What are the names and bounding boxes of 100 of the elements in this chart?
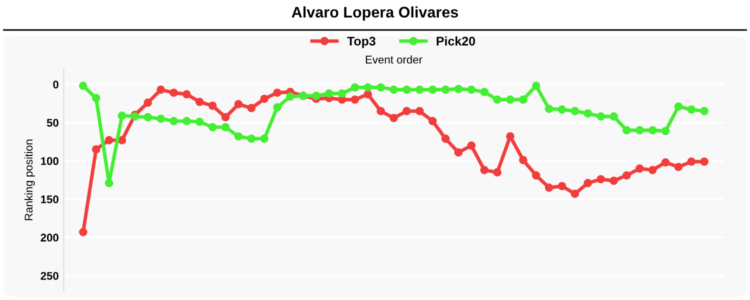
point <box>144 113 152 122</box>
point <box>104 136 114 144</box>
point <box>170 116 178 126</box>
x-axis-title: Event order <box>366 55 422 64</box>
y-tick-label: 200 <box>40 234 58 242</box>
chart-title: Alvaro Lopera Olivares <box>292 6 458 21</box>
point <box>584 109 592 118</box>
point <box>221 113 230 122</box>
point <box>78 82 88 90</box>
point <box>493 95 502 104</box>
point <box>364 90 372 98</box>
point <box>376 106 385 116</box>
point <box>415 86 424 94</box>
point <box>170 88 178 97</box>
point <box>247 104 256 112</box>
y-tick-label: 50 <box>46 118 58 127</box>
point <box>390 114 398 122</box>
point <box>350 95 360 104</box>
point <box>118 136 126 144</box>
point <box>402 106 411 116</box>
point <box>350 83 360 92</box>
point <box>596 175 605 184</box>
point <box>674 162 683 172</box>
point <box>610 176 618 185</box>
point <box>260 94 269 104</box>
point <box>441 86 450 94</box>
point <box>700 157 709 166</box>
point <box>648 166 657 174</box>
point <box>480 88 489 96</box>
point <box>428 86 437 94</box>
point <box>687 157 696 166</box>
point <box>195 118 204 126</box>
point <box>610 112 618 121</box>
point <box>661 126 670 136</box>
point <box>156 114 165 123</box>
point <box>195 98 204 106</box>
point <box>402 86 411 94</box>
point <box>467 141 476 150</box>
point <box>674 102 683 111</box>
point <box>273 88 282 97</box>
point <box>221 123 230 132</box>
point <box>234 132 243 141</box>
point <box>78 228 88 236</box>
point <box>596 112 605 121</box>
point <box>92 94 100 102</box>
point <box>364 83 372 92</box>
point <box>92 145 100 154</box>
point <box>182 90 191 98</box>
point <box>648 126 657 134</box>
point <box>480 166 489 174</box>
point <box>687 105 696 114</box>
point <box>273 103 282 112</box>
point <box>390 86 398 94</box>
point <box>622 171 631 180</box>
point <box>700 106 709 116</box>
point <box>156 86 165 94</box>
legend-label: Top3 <box>347 36 376 48</box>
point <box>467 86 476 94</box>
point <box>415 106 424 116</box>
point <box>518 156 528 164</box>
point <box>441 134 450 143</box>
point <box>544 104 554 113</box>
point <box>247 134 256 143</box>
y-tick-label: 250 <box>40 272 58 280</box>
point <box>428 116 437 126</box>
point <box>324 89 334 98</box>
point <box>544 183 554 192</box>
point <box>144 98 152 107</box>
point <box>558 182 566 190</box>
point <box>338 89 346 98</box>
point <box>584 178 592 188</box>
point <box>118 112 126 120</box>
y-tick-label: 100 <box>41 157 58 165</box>
point <box>312 92 320 100</box>
point <box>506 95 514 104</box>
point <box>234 100 243 108</box>
point <box>570 190 580 198</box>
point <box>454 84 463 94</box>
legend-label: Pick20 <box>436 36 476 46</box>
point <box>532 171 540 180</box>
point <box>493 168 502 177</box>
point <box>208 123 217 132</box>
point <box>635 126 644 134</box>
y-axis-title: Ranking position <box>24 140 35 220</box>
point <box>260 134 269 143</box>
point <box>622 126 631 134</box>
point <box>376 83 385 92</box>
point <box>661 158 670 167</box>
point <box>182 116 191 126</box>
y-tick-label: 150 <box>41 195 58 204</box>
point <box>104 178 114 188</box>
point <box>518 95 528 104</box>
point <box>570 106 580 116</box>
y-tick-label: 0 <box>53 80 58 88</box>
point <box>208 102 217 110</box>
point <box>532 82 540 90</box>
point <box>286 92 294 101</box>
point <box>558 105 566 114</box>
point <box>635 164 644 173</box>
point <box>454 148 463 157</box>
